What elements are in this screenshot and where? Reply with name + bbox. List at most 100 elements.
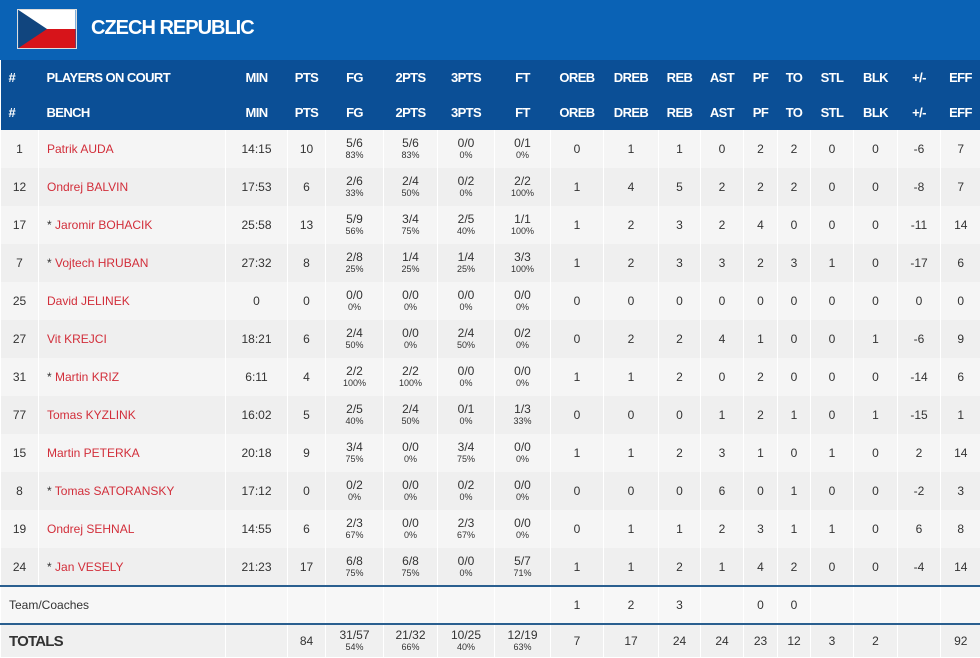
column-header[interactable]: STL [810,60,854,95]
player-name-cell[interactable]: Ondrej SEHNAL [38,510,226,548]
blk-cell: 0 [853,206,898,244]
column-header[interactable]: FT [494,60,551,95]
p3-cell: 0/0 0% [437,358,495,396]
totals-row: TOTALS 84 31/57 54% 21/32 66% 10/25 40% 12/19 63%… [0,623,980,657]
column-header[interactable]: BLK [853,95,898,130]
column-header[interactable]: EFF [940,60,980,95]
column-header[interactable]: AST [700,60,744,95]
player-name-cell[interactable]: Ondrej BALVIN [38,168,226,206]
empty-cell [437,585,495,624]
eff-cell: 6 [940,358,980,396]
player-name-link[interactable]: Ondrej SEHNAL [47,522,135,536]
column-header[interactable]: TO [777,60,811,95]
p2-cell: 1/4 25% [383,244,438,282]
player-name-link[interactable]: Patrik AUDA [47,142,114,156]
column-header[interactable]: # [0,95,39,130]
made-attempted: 2/2 [514,174,531,188]
column-header[interactable]: FG [325,95,384,130]
player-name-link[interactable]: Martin KRIZ [55,370,120,384]
column-header[interactable]: PF [743,60,778,95]
made-attempted: 1/4 [457,250,475,264]
percentage: 40% [345,416,364,426]
dreb-cell: 0 [603,396,659,434]
empty-cell [853,585,898,624]
player-name-cell[interactable]: Vit KREJCI [38,320,226,358]
column-header[interactable]: OREB [550,95,604,130]
to-cell: 3 [777,244,811,282]
player-name-link[interactable]: Tomas SATORANSKY [54,484,175,498]
ft-cell: 0/0 0% [494,358,551,396]
player-name-link[interactable]: Martin PETERKA [47,446,140,460]
player-name-cell[interactable]: * Jaromir BOHACIK [38,206,226,244]
player-name-cell[interactable]: * Jan VESELY [38,548,226,586]
column-header[interactable]: REB [658,60,701,95]
player-name-cell[interactable]: Patrik AUDA [38,130,226,168]
column-header[interactable]: AST [700,95,744,130]
column-header[interactable]: PTS [287,95,326,130]
column-header[interactable]: REB [658,95,701,130]
team-name: CZECH REPUBLIC [91,17,255,39]
oreb-cell: 1 [550,585,604,624]
player-name-link[interactable]: David JELINEK [47,294,130,308]
empty-cell [225,623,288,657]
player-name-cell[interactable]: * Tomas SATORANSKY [38,472,226,510]
made-attempted: 3/3 [514,250,531,264]
player-name-cell[interactable]: Tomas KYZLINK [38,396,226,434]
empty-cell [810,585,854,624]
p2-cell: 0/0 0% [383,320,438,358]
made-attempted: 2/2 [346,364,363,378]
jersey-number: 12 [0,168,39,206]
column-header[interactable]: PLAYERS ON COURT [38,60,226,95]
column-header[interactable]: FT [494,95,551,130]
player-name-cell[interactable]: Martin PETERKA [38,434,226,472]
column-header[interactable]: FG [325,60,384,95]
made-attempted: 0/0 [514,478,531,492]
column-header[interactable]: BENCH [38,95,226,130]
column-header[interactable]: 2PTS [383,60,438,95]
player-name-link[interactable]: Jaromir BOHACIK [55,218,153,232]
player-name-link[interactable]: Ondrej BALVIN [47,180,129,194]
column-header[interactable]: +/- [897,95,941,130]
column-header[interactable]: # [0,60,39,95]
column-header[interactable]: 3PTS [437,95,495,130]
column-header[interactable]: OREB [550,60,604,95]
player-name-cell[interactable]: David JELINEK [38,282,226,320]
column-header[interactable]: MIN [225,95,288,130]
minutes: 18:21 [225,320,288,358]
column-header[interactable]: 3PTS [437,60,495,95]
player-name-link[interactable]: Tomas KYZLINK [47,408,136,422]
ft-cell: 5/7 71% [494,548,551,586]
to-cell: 1 [777,510,811,548]
column-header[interactable]: STL [810,95,854,130]
column-header[interactable]: 2PTS [383,95,438,130]
player-name-link[interactable]: Jan VESELY [55,559,124,574]
pf-cell: 4 [743,548,778,586]
made-attempted: 3/4 [457,440,475,454]
reb-cell: 2 [658,434,701,472]
blk-cell: 0 [853,244,898,282]
to-cell: 0 [777,320,811,358]
reb-cell: 1 [658,130,701,168]
column-header[interactable]: DREB [603,95,659,130]
eff-cell: 14 [940,548,980,586]
column-header[interactable]: +/- [897,60,941,95]
column-header[interactable]: DREB [603,60,659,95]
fg-cell: 0/2 0% [325,472,384,510]
column-header[interactable]: TO [777,95,811,130]
player-name-cell[interactable]: * Vojtech HRUBAN [38,244,226,282]
eff-cell: 9 [940,320,980,358]
column-header[interactable]: EFF [940,95,980,130]
player-name-link[interactable]: Vojtech HRUBAN [55,256,149,270]
percentage: 0% [515,378,529,388]
player-name-cell[interactable]: * Martin KRIZ [38,358,226,396]
column-header[interactable]: BLK [853,60,898,95]
pf-cell: 2 [743,358,778,396]
made-attempted: 0/0 [514,440,531,454]
made-attempted: 1/1 [514,212,531,226]
jersey-number: 1 [0,130,39,168]
column-header[interactable]: PF [743,95,778,130]
to-cell: 2 [777,130,811,168]
column-header[interactable]: PTS [287,60,326,95]
player-name-link[interactable]: Vit KREJCI [47,332,107,346]
column-header[interactable]: MIN [225,60,288,95]
